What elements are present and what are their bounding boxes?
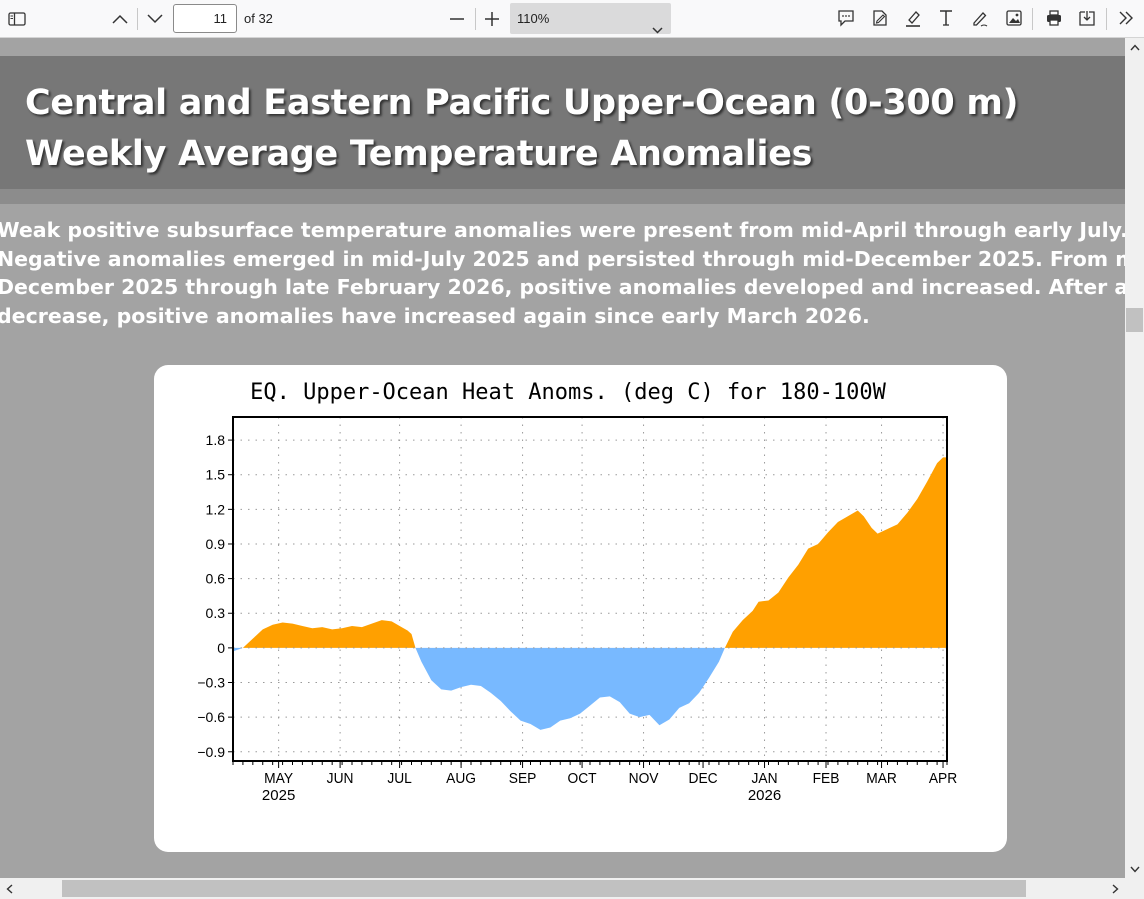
x-month-label: JUL: [387, 771, 412, 788]
x-month-label: NOV: [629, 771, 659, 788]
x-month-label: JUN: [327, 771, 354, 788]
y-tick-label: 0.6: [206, 571, 226, 587]
horizontal-scroll-thumb[interactable]: [62, 880, 1026, 897]
title-band-divider: [0, 189, 1125, 204]
body-line: Negative anomalies emerged in mid-July 2…: [0, 246, 1125, 271]
body-line: December 2025 through late February 2026…: [0, 275, 1125, 299]
chart-title: EQ. Upper-Ocean Heat Anoms. (deg C) for …: [250, 380, 887, 405]
x-month-label: OCT: [568, 771, 597, 788]
y-tick-label: 0.3: [206, 605, 226, 621]
title-band: [0, 56, 1125, 189]
x-year-label: 2025: [262, 787, 295, 804]
x-month-label: AUG: [446, 771, 476, 788]
document-viewport[interactable]: Central and Eastern Pacific Upper-Ocean …: [0, 38, 1125, 878]
slide-title-line-1: Central and Eastern Pacific Upper-Ocean …: [25, 83, 1019, 123]
horizontal-scrollbar[interactable]: [0, 878, 1144, 899]
page-count-label: of 32: [244, 11, 273, 26]
scroll-left-icon[interactable]: [2, 881, 16, 896]
body-line: decrease, positive anomalies have increa…: [0, 303, 870, 328]
x-month-label: APR: [929, 771, 957, 788]
more-tools-icon[interactable]: [1116, 8, 1136, 28]
x-month-label: JAN: [752, 771, 778, 788]
positive-anomaly-area: [233, 457, 947, 648]
toolbar-divider: [137, 8, 138, 30]
comment-icon[interactable]: [836, 8, 856, 28]
scroll-up-icon[interactable]: [1127, 40, 1142, 54]
print-icon[interactable]: [1044, 8, 1064, 28]
vertical-scroll-thumb[interactable]: [1126, 308, 1143, 332]
previous-page-icon[interactable]: [110, 9, 130, 29]
slide-body-text: Weak positive subsurface temperature ano…: [0, 216, 1125, 330]
heat-anomaly-chart: EQ. Upper-Ocean Heat Anoms. (deg C) for …: [197, 380, 957, 804]
x-month-label: SEP: [509, 771, 537, 788]
draw-icon[interactable]: [970, 8, 990, 28]
next-page-icon[interactable]: [145, 9, 165, 29]
x-month-label: DEC: [688, 771, 717, 788]
save-download-icon[interactable]: [1077, 8, 1097, 28]
toolbar-divider: [1032, 8, 1033, 30]
y-tick-label: 1.8: [206, 432, 226, 448]
y-tick-label: 0: [217, 640, 225, 656]
zoom-in-icon[interactable]: [482, 9, 502, 29]
slide-title: Central and Eastern Pacific Upper-Ocean …: [25, 78, 1019, 180]
pdf-toolbar: 11 of 32 110%: [0, 0, 1144, 38]
negative-anomaly-area: [233, 647, 947, 730]
page-number-input[interactable]: 11: [173, 4, 237, 33]
text-tool-icon[interactable]: [936, 8, 956, 28]
x-year-label: 2026: [748, 787, 781, 804]
highlight-icon[interactable]: [903, 8, 923, 28]
zoom-out-icon[interactable]: [447, 9, 467, 29]
y-tick-label: 0.9: [206, 536, 226, 552]
image-icon[interactable]: [1004, 8, 1024, 28]
toolbar-divider: [1106, 8, 1107, 30]
fill-sign-icon[interactable]: [870, 8, 890, 28]
x-month-label: MAR: [866, 771, 897, 788]
scroll-down-icon[interactable]: [1127, 862, 1142, 876]
y-tick-label: 1.5: [206, 467, 226, 483]
scroll-right-icon[interactable]: [1108, 881, 1122, 896]
y-tick-label: −0.6: [197, 709, 225, 725]
zoom-value: 110%: [517, 11, 550, 26]
slide-title-line-2: Weekly Average Temperature Anomalies: [25, 134, 813, 174]
x-month-label: MAY: [264, 771, 293, 788]
x-month-label: FEB: [813, 771, 840, 788]
zoom-select[interactable]: 110%: [510, 3, 671, 34]
toolbar-divider: [475, 8, 476, 30]
body-line: Weak positive subsurface temperature ano…: [0, 218, 1125, 242]
sidebar-toggle-icon[interactable]: [7, 9, 27, 29]
y-tick-label: −0.9: [197, 744, 225, 760]
y-tick-label: 1.2: [206, 501, 226, 517]
vertical-scrollbar[interactable]: [1125, 38, 1144, 878]
chart-card: EQ. Upper-Ocean Heat Anoms. (deg C) for …: [154, 365, 1007, 852]
y-tick-label: −0.3: [197, 675, 225, 691]
chevron-down-icon: [652, 14, 663, 45]
